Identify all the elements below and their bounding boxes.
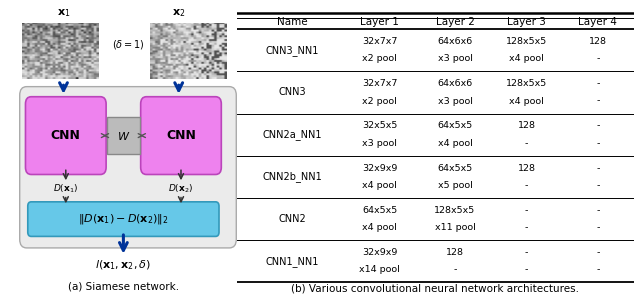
Text: $\mathbf{x}_1$: $\mathbf{x}_1$ — [57, 7, 70, 19]
FancyBboxPatch shape — [26, 97, 106, 175]
Text: 128: 128 — [446, 248, 464, 257]
Text: -: - — [525, 139, 528, 148]
Text: -: - — [596, 79, 600, 88]
Text: $(\delta = 1)$: $(\delta = 1)$ — [111, 38, 145, 51]
Text: -: - — [596, 164, 600, 173]
Text: (a) Siamese network.: (a) Siamese network. — [68, 282, 179, 292]
Text: -: - — [525, 266, 528, 274]
Text: -: - — [596, 248, 600, 257]
Text: CNN2b_NN1: CNN2b_NN1 — [262, 171, 322, 182]
Text: -: - — [596, 181, 600, 190]
Text: x3 pool: x3 pool — [438, 97, 472, 106]
Text: -: - — [525, 181, 528, 190]
Text: Layer 3: Layer 3 — [507, 17, 546, 27]
Text: $D(\mathbf{x}_2)$: $D(\mathbf{x}_2)$ — [168, 183, 194, 195]
Text: x2 pool: x2 pool — [362, 54, 397, 63]
Text: x4 pool: x4 pool — [509, 54, 544, 63]
Text: CNN3_NN1: CNN3_NN1 — [266, 45, 319, 56]
Text: Layer 2: Layer 2 — [436, 17, 474, 27]
Text: 32x7x7: 32x7x7 — [362, 79, 397, 88]
Text: Layer 4: Layer 4 — [579, 17, 618, 27]
Text: x3 pool: x3 pool — [362, 139, 397, 148]
Text: -: - — [525, 206, 528, 215]
Text: x4 pool: x4 pool — [509, 97, 544, 106]
Text: CNN2: CNN2 — [278, 214, 306, 224]
Text: 64x5x5: 64x5x5 — [437, 164, 473, 173]
Text: 32x9x9: 32x9x9 — [362, 164, 397, 173]
Text: -: - — [525, 248, 528, 257]
Text: 64x6x6: 64x6x6 — [437, 37, 473, 46]
Text: 64x6x6: 64x6x6 — [437, 79, 473, 88]
Text: $l(\mathbf{x}_1, \mathbf{x}_2, \delta)$: $l(\mathbf{x}_1, \mathbf{x}_2, \delta)$ — [95, 258, 152, 272]
Text: $\mathbf{x}_2$: $\mathbf{x}_2$ — [172, 7, 186, 19]
Text: 32x7x7: 32x7x7 — [362, 37, 397, 46]
Text: -: - — [596, 97, 600, 106]
Text: x11 pool: x11 pool — [435, 223, 476, 232]
Text: 128: 128 — [589, 37, 607, 46]
Text: 128x5x5: 128x5x5 — [435, 206, 476, 215]
Text: 32x5x5: 32x5x5 — [362, 122, 397, 130]
Text: Layer 1: Layer 1 — [360, 17, 399, 27]
Text: -: - — [596, 122, 600, 130]
Text: x2 pool: x2 pool — [362, 97, 397, 106]
Text: -: - — [596, 54, 600, 63]
FancyBboxPatch shape — [108, 117, 140, 154]
Text: x5 pool: x5 pool — [438, 181, 472, 190]
Text: -: - — [525, 223, 528, 232]
Text: 128: 128 — [518, 164, 536, 173]
Text: -: - — [596, 206, 600, 215]
Text: -: - — [596, 223, 600, 232]
Text: $\|D(\mathbf{x}_1) - D(\mathbf{x}_2)\|_2$: $\|D(\mathbf{x}_1) - D(\mathbf{x}_2)\|_2… — [78, 212, 169, 226]
Text: x3 pool: x3 pool — [438, 54, 472, 63]
Text: -: - — [596, 266, 600, 274]
Text: CNN1_NN1: CNN1_NN1 — [266, 256, 319, 267]
Text: CNN: CNN — [51, 129, 81, 142]
Text: 128x5x5: 128x5x5 — [506, 79, 547, 88]
Text: CNN3: CNN3 — [278, 87, 306, 98]
Text: x4 pool: x4 pool — [362, 181, 397, 190]
Text: Name: Name — [277, 17, 308, 27]
FancyBboxPatch shape — [20, 87, 236, 248]
Text: 32x9x9: 32x9x9 — [362, 248, 397, 257]
Text: -: - — [596, 139, 600, 148]
FancyBboxPatch shape — [28, 202, 219, 236]
Text: x4 pool: x4 pool — [438, 139, 472, 148]
Text: 128x5x5: 128x5x5 — [506, 37, 547, 46]
Text: x14 pool: x14 pool — [359, 266, 400, 274]
FancyBboxPatch shape — [141, 97, 221, 175]
Text: $D(\mathbf{x}_1)$: $D(\mathbf{x}_1)$ — [53, 183, 79, 195]
Text: (b) Various convolutional neural network architectures.: (b) Various convolutional neural network… — [291, 284, 579, 294]
Text: x4 pool: x4 pool — [362, 223, 397, 232]
Text: 64x5x5: 64x5x5 — [362, 206, 397, 215]
Text: CNN2a_NN1: CNN2a_NN1 — [262, 129, 322, 140]
Text: -: - — [453, 266, 457, 274]
Text: $W$: $W$ — [116, 130, 130, 142]
Text: CNN: CNN — [166, 129, 196, 142]
Text: 64x5x5: 64x5x5 — [437, 122, 473, 130]
Text: 128: 128 — [518, 122, 536, 130]
